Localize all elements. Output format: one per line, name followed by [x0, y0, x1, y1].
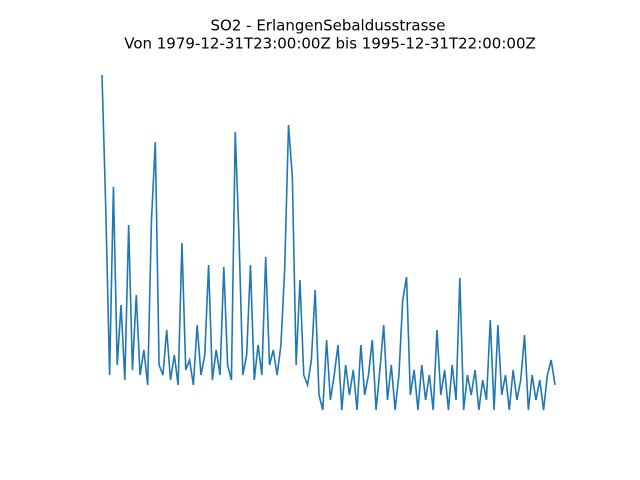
chart-title: SO2 - ErlangenSebaldusstrasse — [211, 17, 446, 35]
chart-subtitle: Von 1979-12-31T23:00:00Z bis 1995-12-31T… — [124, 35, 536, 53]
data-line — [101, 74, 556, 411]
